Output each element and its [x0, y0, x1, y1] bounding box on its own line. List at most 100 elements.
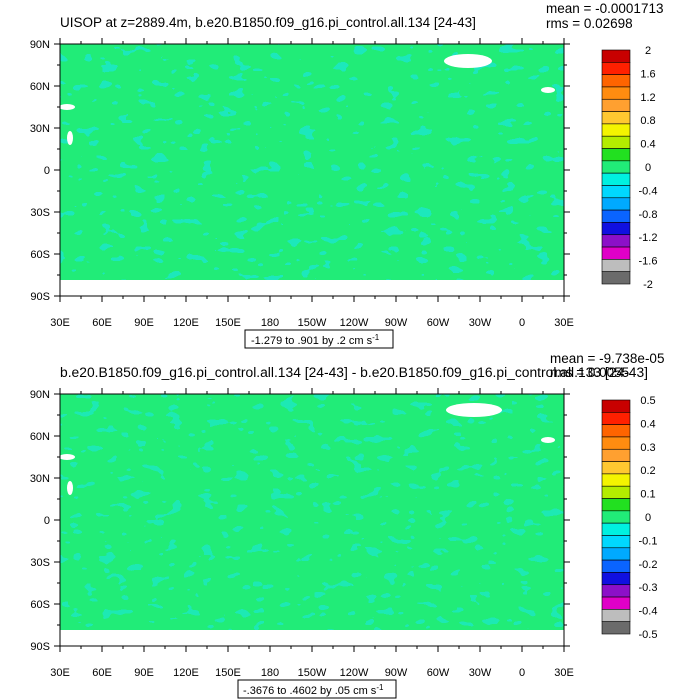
slow-flow-pattern: [60, 44, 564, 296]
colorbar-swatch: [601, 399, 631, 413]
colorbar-swatch: [601, 547, 631, 561]
x-tick-label: 150E: [215, 317, 241, 329]
x-tick-label: 60W: [427, 317, 450, 329]
greenland-mask: [446, 403, 502, 417]
panel-2-colorbar: 0.5 0.4 0.3 0.2 0.1 0 -0.1 -0.2 -0.3 -0.4 -0.5: [601, 395, 658, 641]
x-tick-label: 150W: [298, 667, 327, 679]
colorbar-swatch: [601, 510, 631, 524]
x-tick-label: 30E: [554, 317, 574, 329]
colorbar-label: 0: [645, 162, 651, 174]
colorbar-swatch: [601, 172, 631, 186]
colorbar-swatch: [601, 609, 631, 622]
panel-2-map: [60, 394, 564, 646]
colorbar-label: -0.2: [639, 559, 658, 571]
x-tick-label: 0: [519, 317, 525, 329]
panel-1-map: [60, 44, 564, 296]
x-tick-label: 90W: [385, 667, 408, 679]
y-tick-label: 30S: [30, 207, 50, 219]
y-tick-label: 60S: [30, 249, 50, 261]
colorbar-swatch: [601, 98, 631, 112]
colorbar-label: 0.4: [640, 139, 655, 151]
colorbar-swatch: [601, 222, 631, 236]
colorbar-label: 0.5: [640, 395, 655, 407]
colorbar-label: 1.2: [640, 92, 655, 104]
colorbar-label: -0.3: [639, 582, 658, 594]
colorbar-swatch: [601, 522, 631, 536]
colorbar-label: -1.2: [639, 232, 658, 244]
y-tick-label: 0: [44, 165, 50, 177]
y-tick-label: 60N: [30, 81, 50, 93]
colorbar-label: -0.1: [639, 535, 658, 547]
colorbar-swatch: [601, 49, 631, 63]
y-tick-label: 60S: [30, 599, 50, 611]
colorbar-swatch: [601, 461, 631, 475]
red-sea-mask: [67, 131, 73, 145]
x-tick-label: 90E: [134, 667, 154, 679]
x-tick-label: 30W: [469, 317, 492, 329]
baltic-mask: [541, 437, 555, 443]
x-tick-label: 0: [519, 667, 525, 679]
x-tick-label: 30E: [50, 667, 70, 679]
x-tick-label: 30W: [469, 667, 492, 679]
antarctica-mask: [60, 630, 564, 646]
panel-1-range-label: -1.279 to .901 by .2 cm s-1: [251, 333, 380, 347]
panel-1-mean: mean = -0.0001713: [546, 1, 663, 16]
colorbar-swatch: [601, 148, 631, 162]
colorbar-label: 0.8: [640, 115, 655, 127]
y-tick-label: 90S: [30, 291, 50, 303]
colorbar-swatch: [601, 559, 631, 573]
colorbar-swatch: [601, 135, 631, 149]
x-tick-label: 60E: [92, 667, 112, 679]
colorbar-swatch: [601, 473, 631, 487]
colorbar-swatch: [601, 596, 631, 610]
panel-2-range-unit: -1: [376, 683, 384, 692]
mediterranean-mask: [60, 454, 75, 460]
x-tick-label: 120W: [340, 667, 369, 679]
colorbar-swatch: [601, 234, 631, 248]
colorbar-swatch: [601, 259, 631, 272]
y-tick-label: 90N: [30, 39, 50, 51]
x-tick-label: 60E: [92, 317, 112, 329]
panel-1-range-box: [244, 329, 394, 349]
colorbar-swatch: [601, 271, 631, 285]
panel-1-title: UISOP at z=2889.4m, b.e20.B1850.f09_g16.…: [60, 15, 476, 30]
panel-1-rms: rms = 0.02698: [546, 16, 633, 31]
x-tick-label: 90W: [385, 317, 408, 329]
colorbar-label: 0.3: [640, 442, 655, 454]
colorbar-swatch: [601, 62, 631, 75]
x-tick-label: 120W: [340, 317, 369, 329]
y-tick-label: 30N: [30, 473, 50, 485]
greenland-mask: [444, 54, 492, 68]
colorbar-label: -0.8: [639, 209, 658, 221]
y-tick-label: 60N: [30, 431, 50, 443]
colorbar-label: 0.4: [640, 418, 655, 430]
colorbar-swatch: [601, 572, 631, 586]
x-tick-label: 120E: [173, 667, 199, 679]
colorbar-label: 1.6: [640, 68, 655, 80]
red-sea-mask: [67, 481, 73, 495]
panel-2-range-box: [237, 679, 397, 699]
colorbar-swatch: [601, 535, 631, 549]
x-tick-label: 150W: [298, 317, 327, 329]
colorbar-swatch: [601, 160, 631, 174]
colorbar-swatch: [601, 412, 631, 425]
y-tick-label: 90S: [30, 641, 50, 653]
colorbar-label: -0.5: [639, 629, 658, 641]
mediterranean-mask: [60, 104, 75, 110]
colorbar-swatch: [601, 584, 631, 598]
colorbar-label: -0.4: [639, 185, 658, 197]
colorbar-label: -1.6: [639, 256, 658, 268]
x-tick-label: 90E: [134, 317, 154, 329]
colorbar-label: -0.4: [639, 606, 658, 618]
y-tick-label: 90N: [30, 389, 50, 401]
colorbar-swatch: [601, 621, 631, 635]
colorbar-swatch: [601, 111, 631, 125]
panel-1: UISOP at z=2889.4m, b.e20.B1850.f09_g16.…: [30, 1, 663, 349]
colorbar-swatch: [601, 246, 631, 260]
x-tick-label: 30E: [554, 667, 574, 679]
panel-1-range-unit: -1: [372, 333, 380, 342]
panel-2-rms: rms = 0.0055: [550, 365, 629, 380]
colorbar-swatch: [601, 123, 631, 137]
colorbar-swatch: [601, 197, 631, 211]
panel-2: b.e20.B1850.f09_g16.pi_control.all.134 […: [30, 351, 664, 699]
